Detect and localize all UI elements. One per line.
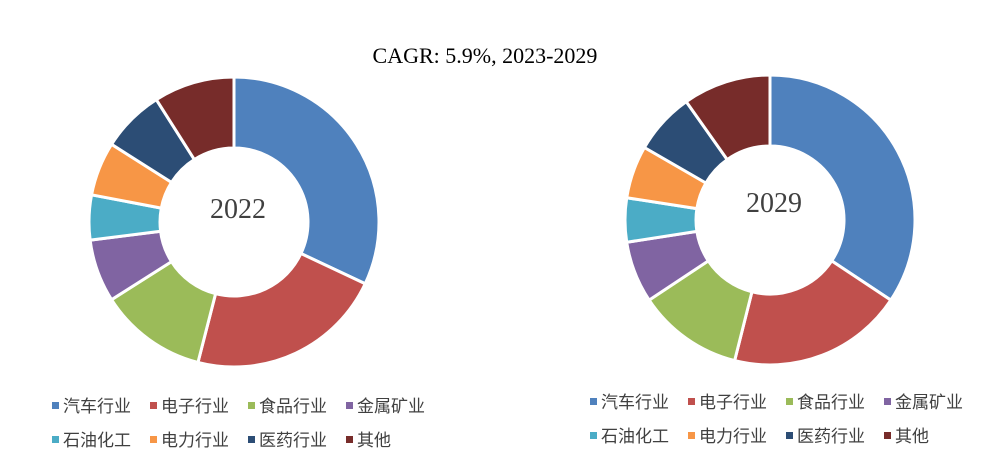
slice-2022-8 bbox=[154, 75, 236, 162]
legend-label: 汽车行业 bbox=[63, 397, 131, 417]
legend-swatch bbox=[248, 402, 255, 409]
legend-swatch bbox=[150, 436, 157, 443]
donut-chart-2029: 2029 bbox=[623, 73, 917, 367]
legend-swatch bbox=[786, 432, 793, 439]
legend-swatch bbox=[884, 432, 891, 439]
center-label: 2022 bbox=[210, 194, 266, 225]
chart-title: CAGR: 5.9%, 2023-2029 bbox=[373, 43, 598, 68]
legend-label: 食品行业 bbox=[797, 393, 865, 413]
legend-label: 电子行业 bbox=[699, 393, 767, 413]
legend-label: 其他 bbox=[357, 431, 391, 451]
legend-label: 汽车行业 bbox=[601, 393, 669, 413]
legend-label: 食品行业 bbox=[259, 397, 327, 417]
legend-label: 电力行业 bbox=[699, 427, 767, 447]
legend-swatch bbox=[884, 398, 891, 405]
slice-2022-1 bbox=[232, 75, 381, 286]
legend-swatch bbox=[150, 402, 157, 409]
donut-chart-2022: 2022 bbox=[87, 75, 381, 369]
legend-swatch bbox=[346, 436, 353, 443]
center-label: 2029 bbox=[746, 188, 802, 219]
legend-swatch bbox=[688, 398, 695, 405]
slice-2029-8 bbox=[684, 73, 772, 162]
legend-swatch bbox=[688, 432, 695, 439]
legend-swatch bbox=[248, 436, 255, 443]
legend-label: 金属矿业 bbox=[357, 397, 425, 417]
slice-2029-1 bbox=[768, 73, 917, 303]
legend-label: 电子行业 bbox=[161, 397, 229, 417]
legend-swatch bbox=[346, 402, 353, 409]
legend-label: 医药行业 bbox=[259, 431, 327, 451]
legend-label: 电力行业 bbox=[161, 431, 229, 451]
legend-label: 石油化工 bbox=[63, 431, 131, 451]
slice-2022-2 bbox=[196, 251, 368, 369]
legend-label: 金属矿业 bbox=[895, 393, 963, 413]
legend-swatch bbox=[590, 432, 597, 439]
legend-swatch bbox=[590, 398, 597, 405]
legend-label: 其他 bbox=[895, 427, 929, 447]
legend-label: 石油化工 bbox=[601, 427, 669, 447]
slice-2029-2 bbox=[732, 258, 893, 367]
legend-swatch bbox=[52, 402, 59, 409]
legend-swatch bbox=[52, 436, 59, 443]
legend-label: 医药行业 bbox=[797, 427, 865, 447]
legend-swatch bbox=[786, 398, 793, 405]
